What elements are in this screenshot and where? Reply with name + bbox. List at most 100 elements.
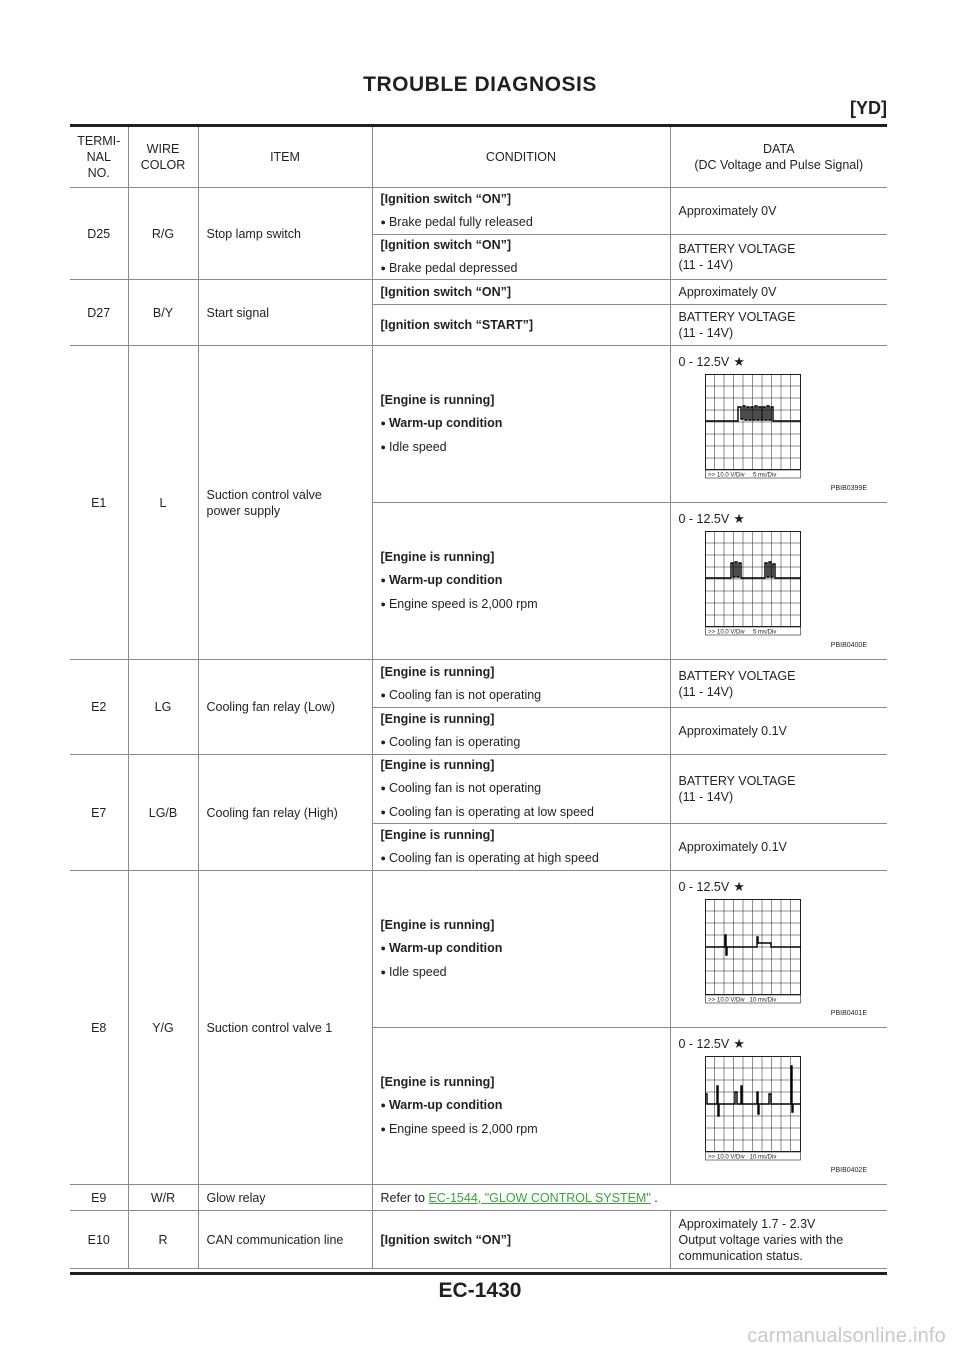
table-row: E10 R CAN communication line [Ignition s…	[70, 1210, 887, 1269]
terminal-cell: D25	[70, 187, 129, 280]
bullet-item: Brake pedal fully released	[381, 214, 670, 231]
condition-cell: [Ignition switch “START”]	[372, 304, 671, 346]
item-cell: Stop lamp switch	[197, 187, 373, 280]
voltage-range: 0 - 12.5V	[678, 880, 730, 894]
col-wire-color-header: WIRE COLOR	[127, 127, 199, 188]
item-cell: Cooling fan relay (Low)	[197, 659, 373, 755]
bullet-item: Cooling fan is not operating	[381, 687, 670, 704]
data-cell: 0 - 12.5V ★ >> 10.0 V/Div 5 ms/Div PBIB03…	[669, 345, 887, 503]
data-line: communication status.	[678, 1248, 803, 1263]
table-row: D25 R/G Stop lamp switch [Ignition switc…	[70, 187, 887, 280]
terminal-cell: D27	[70, 279, 129, 346]
condition-head: [Engine is running]	[380, 1075, 495, 1089]
svg-text:>>: >>	[708, 1155, 716, 1161]
data-line: BATTERY VOLTAGE	[678, 242, 796, 256]
data-cell: 0 - 12.5V ★ >> 10.0 V/Div 5 ms/Div PBIB04…	[669, 502, 887, 660]
condition-head: [Engine is running]	[380, 393, 495, 407]
item-cell: Cooling fan relay (High)	[197, 754, 373, 871]
data-line: BATTERY VOLTAGE	[678, 668, 796, 683]
item-cell: Suction control valve power supply	[197, 345, 373, 660]
col-item-header: ITEM	[197, 127, 373, 188]
bullet-item: Engine speed is 2,000 rpm	[381, 596, 670, 613]
cross-reference-link[interactable]: EC-1544, "GLOW CONTROL SYSTEM"	[428, 1190, 651, 1205]
data-cell: Approximately 0.1V	[669, 823, 887, 871]
figure-id: PBIB0399E	[830, 485, 867, 492]
table-row: E9 W/R Glow relay Refer to EC-1544, "GLO…	[70, 1184, 887, 1211]
table-row: E7 LG/B Cooling fan relay (High) [Engine…	[70, 754, 887, 871]
bullet-item: Cooling fan is not operating	[381, 780, 670, 797]
col-data-header: DATA (DC Voltage and Pulse Signal)	[669, 127, 887, 188]
data-cell: BATTERY VOLTAGE (11 - 14V)	[669, 234, 887, 280]
data-cell: BATTERY VOLTAGE (11 - 14V)	[669, 304, 887, 346]
condition-cell: [Ignition switch “ON”]	[371, 1210, 671, 1269]
star-icon: ★	[733, 1036, 745, 1051]
data-line: Approximately 1.7 - 2.3V	[678, 1216, 816, 1231]
condition-cell: [Engine is running] Warm-up condition Id…	[371, 345, 671, 503]
figure-id: PBIB0400E	[830, 642, 867, 649]
bullet-item: Cooling fan is operating	[381, 734, 670, 751]
data-cell: 0 - 12.5V ★ >> 10.0 V/Div 10 ms/Div PBIB0…	[669, 1027, 887, 1185]
table-row: E8 Y/G Suction control valve 1 [Engine i…	[70, 870, 887, 1185]
condition-head: [Engine is running]	[380, 712, 495, 726]
svg-text:>>: >>	[708, 630, 716, 636]
data-cell: Approximately 0.1V	[669, 707, 887, 755]
star-icon: ★	[733, 879, 745, 894]
bullet-item: Warm-up condition	[381, 1097, 670, 1114]
condition-cell: [Engine is running] Warm-up condition En…	[372, 1027, 671, 1185]
scale-label: 10.0 V/Div 10 ms/Div	[717, 998, 776, 1004]
scale-label: 10.0 V/Div 10 ms/Div	[717, 1155, 776, 1161]
table-row: E2 LG Cooling fan relay (Low) [Engine is…	[70, 659, 887, 755]
table-row: [Ignition switch “START”] BATTERY VOLTAG…	[70, 304, 887, 346]
bullet-item: Idle speed	[381, 964, 670, 981]
data-cell: BATTERY VOLTAGE (11 - 14V)	[669, 659, 887, 708]
table-row: [Engine is running] Cooling fan is opera…	[70, 707, 887, 755]
bullet-item: Cooling fan is operating at low speed	[381, 804, 670, 821]
data-line: (11 - 14V)	[678, 326, 734, 340]
data-line: (11 - 14V)	[678, 684, 734, 699]
condition-head: [Engine is running]	[380, 550, 495, 564]
col-condition-header: CONDITION	[371, 127, 671, 188]
data-cell: Approximately 0V	[669, 187, 887, 235]
bullet-item: Engine speed is 2,000 rpm	[381, 1121, 670, 1138]
condition-head: [Engine is running]	[380, 828, 495, 842]
condition-cell: [Ignition switch “ON”]	[371, 279, 671, 305]
wire-color-cell: L	[127, 345, 199, 660]
table-header-row: TERMI- NAL NO. WIRE COLOR ITEM CONDITION…	[70, 127, 887, 188]
scale-label: 10.0 V/Div 5 ms/Div	[717, 473, 776, 479]
condition-head: [Ignition switch “ON”]	[380, 238, 512, 252]
data-line: BATTERY VOLTAGE	[678, 310, 796, 324]
star-icon: ★	[733, 511, 745, 526]
wire-color-cell: W/R	[127, 1184, 199, 1211]
page-number: EC-1430	[438, 1279, 522, 1302]
item-line: Suction control valve	[206, 487, 322, 502]
wire-color-cell: R/G	[127, 187, 199, 280]
terminal-cell: E8	[70, 870, 129, 1185]
waveform-plot: >> 10.0 V/Div 5 ms/Div	[704, 531, 801, 636]
table-row: [Engine is running] Cooling fan is opera…	[70, 823, 887, 871]
item-cell: Glow relay	[197, 1184, 373, 1211]
bullet-item: Brake pedal depressed	[381, 260, 670, 277]
wire-color-cell: LG/B	[127, 754, 199, 871]
star-icon: ★	[733, 354, 745, 369]
wire-color-cell: R	[127, 1210, 199, 1269]
figure-id: PBIB0402E	[830, 1167, 867, 1174]
condition-cell: [Ignition switch “ON”] Brake pedal fully…	[371, 187, 671, 235]
condition-cell: [Engine is running] Cooling fan is not o…	[371, 659, 671, 708]
waveform-plot: >> 10.0 V/Div 5 ms/Div	[704, 374, 801, 479]
condition-cell: Refer to EC-1544, "GLOW CONTROL SYSTEM" …	[371, 1184, 887, 1211]
item-line: power supply	[206, 503, 281, 518]
data-cell: BATTERY VOLTAGE (11 - 14V)	[669, 754, 887, 824]
terminal-cell: E7	[70, 754, 129, 871]
terminal-cell: E1	[70, 345, 129, 660]
page-title: TROUBLE DIAGNOSIS	[363, 73, 597, 96]
watermark: carmanualsonline.info	[747, 1325, 946, 1347]
condition-head: [Ignition switch “ON”]	[380, 192, 512, 206]
bullet-item: Warm-up condition	[381, 572, 670, 589]
figure-id: PBIB0401E	[830, 1010, 867, 1017]
voltage-range: 0 - 12.5V	[678, 355, 730, 369]
table-row: D27 B/Y Start signal [Ignition switch “O…	[70, 279, 887, 346]
bullet-item: Idle speed	[381, 439, 670, 456]
condition-head: [Engine is running]	[380, 918, 495, 932]
data-line: Output voltage varies with the	[678, 1232, 844, 1247]
data-cell: Approximately 1.7 - 2.3V Output voltage …	[669, 1210, 887, 1269]
